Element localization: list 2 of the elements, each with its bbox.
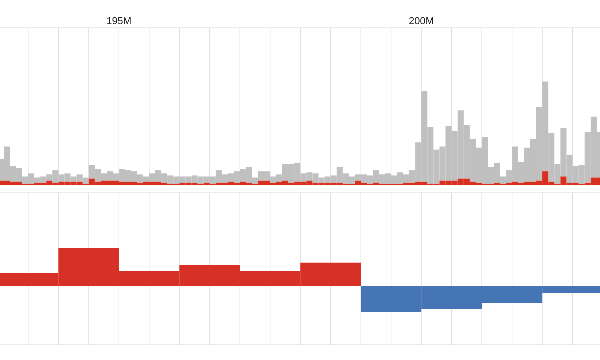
x-tick-label: 200M bbox=[410, 17, 434, 24]
x-tick-label: 195M bbox=[107, 17, 131, 24]
